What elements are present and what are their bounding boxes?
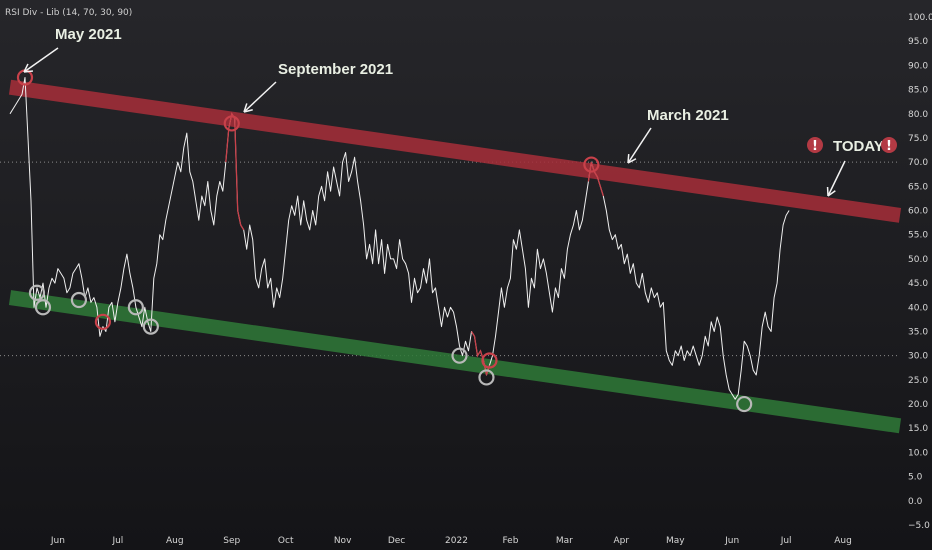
x-tick-label: Jul <box>111 536 123 546</box>
red-pivot-marker <box>583 156 600 173</box>
rsi-highlight-segment <box>470 331 491 376</box>
y-tick-label: 5.0 <box>908 473 923 483</box>
x-tick-label: Aug <box>166 536 184 546</box>
x-tick-label: 2022 <box>445 536 468 546</box>
y-tick-label: 85.0 <box>908 86 928 96</box>
red-pivot-marker <box>223 115 240 132</box>
svg-text:!: ! <box>886 139 892 154</box>
x-tick-label: Oct <box>278 536 294 546</box>
annotation-march-2021: March 2021 <box>647 107 729 124</box>
y-tick-label: 60.0 <box>908 207 928 217</box>
red-pivot-marker <box>481 352 498 369</box>
rsi-series <box>9 77 790 400</box>
grey-pivot-marker <box>736 395 753 413</box>
x-tick-label: Nov <box>334 536 352 546</box>
grey-pivot-marker <box>142 318 159 335</box>
rsi-line <box>9 77 790 400</box>
pivot-markers <box>16 69 753 413</box>
x-tick-label: Jun <box>50 536 65 546</box>
grey-pivot-marker <box>478 369 495 386</box>
y-tick-label: 25.0 <box>908 376 928 386</box>
red-pivot-marker <box>94 313 111 330</box>
y-tick-label: 20.0 <box>908 400 928 410</box>
arrow-september-2021 <box>243 81 277 113</box>
grey-pivot-marker <box>127 299 144 316</box>
y-tick-label: 45.0 <box>908 279 928 289</box>
y-tick-label: 0.0 <box>908 497 923 507</box>
y-tick-label: 75.0 <box>908 134 928 144</box>
y-tick-label: 40.0 <box>908 303 928 313</box>
x-tick-label: Apr <box>614 536 630 546</box>
x-tick-label: Jul <box>780 536 792 546</box>
y-tick-label: 90.0 <box>908 61 928 71</box>
y-tick-label: 80.0 <box>908 110 928 120</box>
resistance-band <box>8 79 902 223</box>
y-tick-label: 55.0 <box>908 231 928 241</box>
indicator-label: RSI Div - Lib (14, 70, 30, 90) <box>5 8 132 18</box>
annotation-today: TODAY <box>833 138 884 155</box>
y-tick-label: 95.0 <box>908 37 928 47</box>
x-tick-label: May <box>666 536 685 546</box>
exclamation-icon: ! <box>881 137 897 154</box>
annotation-september-2021: September 2021 <box>278 61 393 78</box>
exclamation-icon: ! <box>807 137 823 154</box>
x-tick-label: Mar <box>556 536 573 546</box>
y-tick-label: 50.0 <box>908 255 928 265</box>
y-tick-label: 100.0 <box>908 13 932 23</box>
channel-bands <box>8 79 902 434</box>
x-tick-label: Jun <box>724 536 739 546</box>
y-tick-label: 70.0 <box>908 158 928 168</box>
y-axis: −5.0 0.0 5.0 10.0 15.0 20.0 25.0 30.0 35.0 40.0 45… <box>908 13 932 531</box>
grey-pivot-marker <box>34 299 52 316</box>
y-tick-label: 15.0 <box>908 424 928 434</box>
y-tick-label: 35.0 <box>908 327 928 337</box>
grey-pivot-marker <box>451 347 468 364</box>
arrow-may-2021 <box>23 47 59 73</box>
rsi-highlight-segment <box>587 161 604 197</box>
y-tick-label: 30.0 <box>908 352 928 362</box>
x-axis: Jun Jul Aug Sep Oct Nov Dec 2022 Feb Mar Apr May Jun… <box>50 536 852 546</box>
grey-pivot-marker <box>70 291 88 309</box>
y-tick-label: −5.0 <box>908 521 930 531</box>
arrow-march-2021 <box>627 127 652 164</box>
svg-text:!: ! <box>812 139 818 154</box>
x-tick-label: Sep <box>223 536 240 546</box>
y-tick-label: 10.0 <box>908 448 928 458</box>
arrow-today <box>826 160 846 197</box>
rsi-highlight-segment <box>225 112 245 231</box>
x-tick-label: Aug <box>834 536 852 546</box>
grey-pivot-marker <box>28 284 46 301</box>
y-tick-label: 65.0 <box>908 182 928 192</box>
annotation-may-2021: May 2021 <box>55 26 122 43</box>
x-tick-label: Dec <box>388 536 405 546</box>
annotation-arrows <box>23 47 846 197</box>
x-tick-label: Feb <box>502 536 518 546</box>
